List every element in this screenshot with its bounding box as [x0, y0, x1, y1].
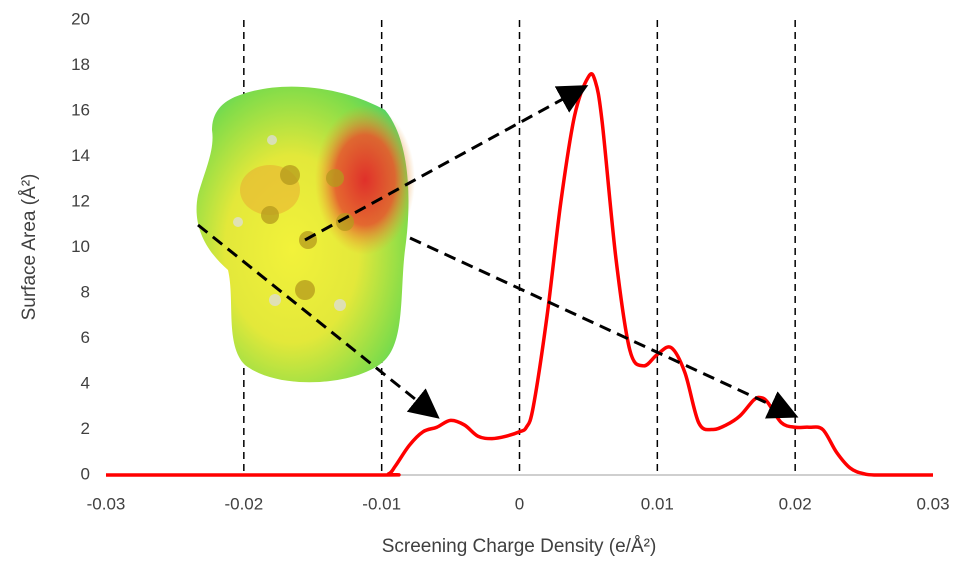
- y-tick-label: 10: [71, 237, 90, 256]
- y-tick-label: 18: [71, 55, 90, 74]
- arrow: [197, 223, 440, 419]
- x-tick-label: 0.02: [779, 494, 812, 513]
- y-tick-label: 16: [71, 100, 90, 119]
- y-tick-label: 12: [71, 191, 90, 210]
- arrows: [197, 85, 799, 419]
- x-tick-label: 0.03: [916, 494, 949, 513]
- plot: [105, 72, 933, 477]
- arrow: [409, 236, 799, 419]
- x-tick-label: -0.02: [224, 494, 263, 513]
- x-axis-label: Screening Charge Density (e/Å²): [382, 536, 657, 557]
- y-tick-label: 8: [81, 282, 90, 301]
- line-series: [105, 72, 933, 477]
- y-tick-label: 2: [81, 419, 90, 438]
- y-axis-label: Surface Area (Å²): [19, 174, 40, 321]
- x-tick-label: -0.03: [87, 494, 126, 513]
- arrow: [304, 85, 589, 242]
- x-tick-label: 0: [515, 494, 524, 513]
- y-tick-label: 0: [81, 464, 90, 483]
- y-tick-label: 20: [71, 9, 90, 28]
- x-tick-label: 0.01: [641, 494, 674, 513]
- x-tick-label: -0.01: [362, 494, 401, 513]
- y-tick-label: 4: [81, 373, 90, 392]
- y-tick-label: 6: [81, 328, 90, 347]
- y-tick-label: 14: [71, 146, 90, 165]
- molecule-image: [196, 86, 415, 383]
